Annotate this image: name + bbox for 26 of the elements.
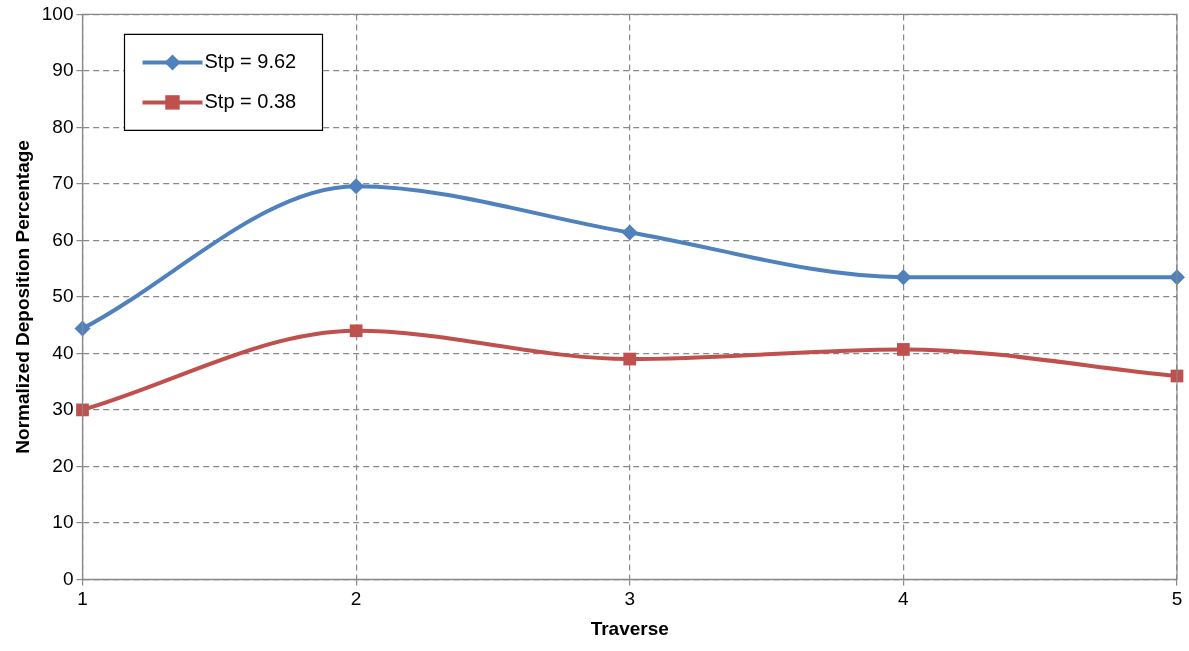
x-tick-label: 3 — [624, 588, 636, 610]
point — [895, 269, 912, 286]
point — [621, 224, 638, 241]
x-tick-label: 2 — [350, 588, 362, 610]
x-tick-label: 5 — [1171, 588, 1183, 610]
y-tick-label: 70 — [52, 172, 74, 194]
y-tick-label: 60 — [52, 228, 74, 250]
x-tick-label: 1 — [77, 588, 88, 610]
y-tick-label: 0 — [62, 567, 74, 589]
point — [349, 324, 363, 338]
y-tick-label: 30 — [52, 398, 74, 420]
legend-label: Stp = 0.38 — [204, 89, 297, 112]
y-tick-label: 50 — [52, 285, 74, 307]
y-tick-label: 10 — [52, 511, 74, 533]
y-tick-label: 100 — [41, 2, 74, 24]
point — [348, 178, 365, 195]
x-axis-title: Traverse — [590, 617, 669, 639]
point — [623, 352, 637, 366]
y-axis-title: Normalized Deposition Percentage — [11, 140, 33, 454]
y-tick-label: 20 — [52, 454, 74, 476]
y-tick-label: 90 — [52, 59, 74, 81]
legend-label: Stp = 9.62 — [204, 49, 297, 72]
point — [897, 343, 910, 356]
y-tick-label: 40 — [52, 341, 74, 363]
y-tick-label: 80 — [52, 115, 74, 137]
x-tick-label: 4 — [898, 588, 910, 610]
